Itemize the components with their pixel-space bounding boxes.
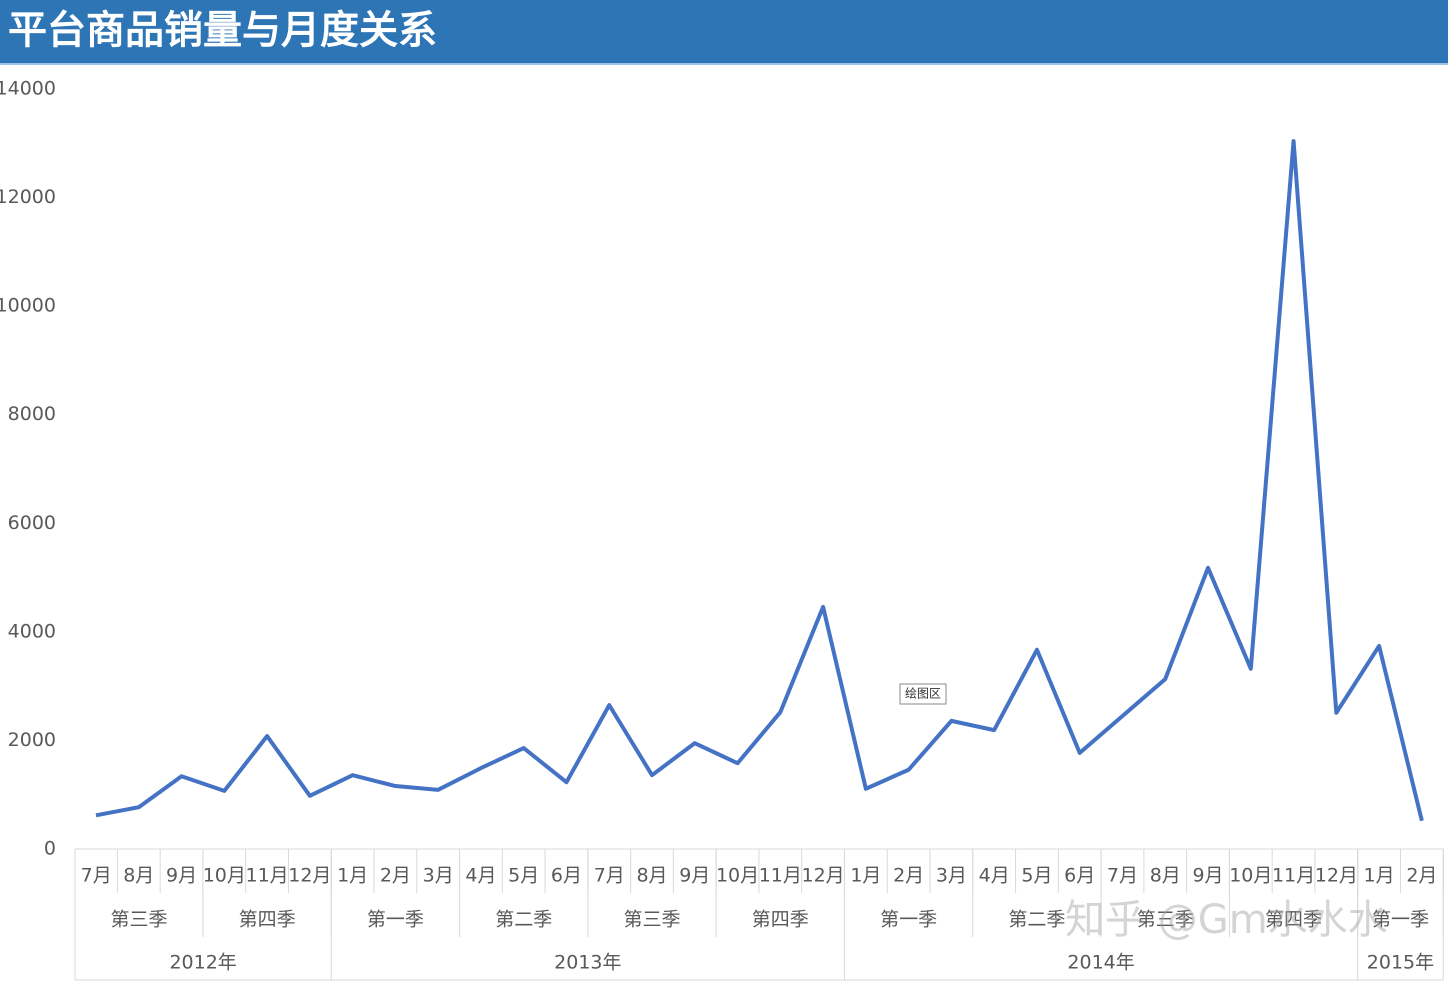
y-tick-label: 12000 <box>0 186 56 208</box>
x-tick-label: 2月 <box>380 865 411 887</box>
quarter-label: 第四季 <box>1265 909 1322 931</box>
year-label: 2015年 <box>1367 952 1434 974</box>
y-tick-label: 2000 <box>8 729 56 751</box>
x-tick-label: 7月 <box>1107 865 1138 887</box>
x-tick-label: 2月 <box>893 865 924 887</box>
y-tick-label: 4000 <box>8 620 56 642</box>
x-tick-label: 10月 <box>716 865 759 887</box>
quarter-label: 第三季 <box>624 909 681 931</box>
quarter-label: 第四季 <box>239 909 296 931</box>
x-tick-label: 2月 <box>1406 865 1437 887</box>
quarter-label: 第一季 <box>1372 909 1429 931</box>
tooltip-box <box>899 683 947 705</box>
watermark: 知乎 @Gm水水水 <box>1065 897 1388 943</box>
x-tick-label: 8月 <box>636 865 667 887</box>
x-tick-label: 9月 <box>1192 865 1223 887</box>
x-tick-label: 7月 <box>594 865 625 887</box>
x-tick-label: 12月 <box>288 865 331 887</box>
line-series <box>95 139 1424 822</box>
quarter-label: 第一季 <box>880 909 937 931</box>
quarter-label: 第三季 <box>110 909 167 931</box>
x-tick-label: 12月 <box>1315 865 1358 887</box>
quarter-label: 第三季 <box>1137 909 1194 931</box>
x-tick-label: 9月 <box>679 865 710 887</box>
x-tick-label: 3月 <box>936 865 967 887</box>
x-tick-label: 12月 <box>801 865 844 887</box>
tooltip: 绘图区 <box>905 686 941 701</box>
y-tick-label: 0 <box>44 838 56 860</box>
year-label: 2013年 <box>554 952 621 974</box>
year-label: 2012年 <box>169 952 236 974</box>
x-tick-label: 11月 <box>1272 865 1315 887</box>
quarter-label: 第二季 <box>1008 909 1065 931</box>
x-tick-label: 6月 <box>551 865 582 887</box>
x-tick-label: 9月 <box>166 865 197 887</box>
quarter-label: 第一季 <box>367 909 424 931</box>
quarter-label: 第二季 <box>495 909 552 931</box>
chart-title: 平台商品销量与月度关系 <box>8 9 437 54</box>
x-tick-label: 10月 <box>1229 865 1272 887</box>
x-tick-label: 1月 <box>1364 865 1395 887</box>
x-tick-label: 1月 <box>850 865 881 887</box>
x-tick-label: 8月 <box>123 865 154 887</box>
y-tick-label: 10000 <box>0 295 56 317</box>
x-tick-label: 6月 <box>1064 865 1095 887</box>
x-tick-label: 3月 <box>423 865 454 887</box>
x-tick-label: 5月 <box>1021 865 1052 887</box>
x-tick-label: 4月 <box>979 865 1010 887</box>
x-tick-label: 11月 <box>759 865 802 887</box>
year-label: 2014年 <box>1067 952 1134 974</box>
x-tick-label: 5月 <box>508 865 539 887</box>
x-tick-label: 7月 <box>81 865 112 887</box>
x-tick-label: 10月 <box>203 865 246 887</box>
y-tick-label: 6000 <box>8 512 56 534</box>
y-tick-label: 8000 <box>8 403 56 425</box>
x-tick-label: 8月 <box>1150 865 1181 887</box>
x-tick-label: 4月 <box>465 865 496 887</box>
x-tick-label: 11月 <box>245 865 288 887</box>
title-bar <box>0 0 1448 63</box>
x-tick-label: 1月 <box>337 865 368 887</box>
y-tick-label: 14000 <box>0 78 56 100</box>
quarter-label: 第四季 <box>752 909 809 931</box>
